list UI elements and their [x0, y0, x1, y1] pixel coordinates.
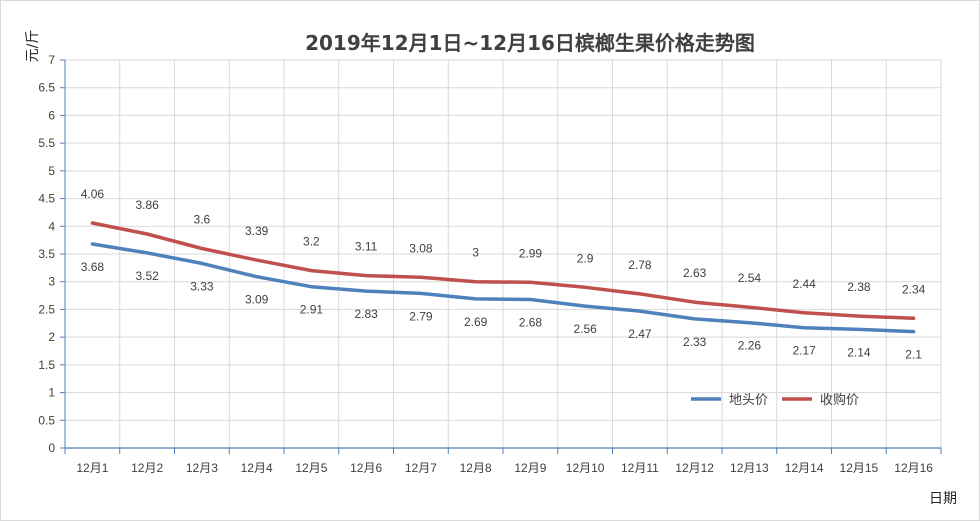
data-label-series-2: 2.63 — [683, 266, 707, 280]
x-tick-label: 12月1 — [76, 461, 108, 475]
y-tick-label: 0.5 — [38, 413, 55, 427]
data-label-series-2: 3 — [472, 246, 479, 260]
y-tick-label: 4 — [48, 219, 55, 233]
series-lines — [90, 221, 916, 334]
y-tick-label: 3 — [48, 275, 55, 289]
x-tick-label: 12月9 — [514, 461, 546, 475]
data-label-series-2: 3.08 — [409, 241, 433, 255]
data-label-series-2: 2.99 — [519, 246, 543, 260]
legend-label-series-2: 收购价 — [820, 392, 859, 408]
series-line-1 — [90, 242, 916, 334]
data-label-series-1: 2.91 — [300, 303, 324, 317]
y-tick-label: 3.5 — [38, 247, 55, 261]
y-tick-label: 5 — [48, 164, 55, 178]
data-label-series-1: 2.1 — [905, 348, 922, 362]
gridlines — [64, 59, 942, 448]
data-label-series-2: 3.86 — [135, 198, 159, 212]
y-tick-label: 0 — [48, 441, 55, 455]
data-label-series-1: 2.26 — [738, 339, 762, 353]
data-label-series-1: 3.52 — [135, 269, 159, 283]
data-label-series-2: 4.06 — [81, 187, 105, 201]
y-tick-label: 2 — [48, 330, 55, 344]
data-label-series-2: 2.44 — [792, 277, 816, 291]
x-tick-label: 12月12 — [675, 461, 714, 475]
data-label-series-2: 2.54 — [738, 271, 762, 285]
data-label-series-1: 2.14 — [847, 345, 871, 359]
data-label-series-1: 2.68 — [519, 315, 543, 329]
data-label-series-1: 2.17 — [792, 344, 816, 358]
x-tick-label: 12月2 — [131, 461, 163, 475]
legend: 地头价 收购价 — [691, 392, 859, 408]
data-label-series-2: 2.9 — [577, 251, 594, 265]
data-label-series-1: 3.33 — [190, 279, 214, 293]
y-tick-label: 4.5 — [38, 192, 55, 206]
x-tick-label: 12月7 — [405, 461, 437, 475]
legend-label-series-1: 地头价 — [729, 393, 768, 408]
data-label-series-1: 2.56 — [573, 322, 597, 336]
x-tick-label: 12月15 — [840, 461, 879, 475]
data-labels: 3.68 3.52 3.33 3.09 2.91 2.83 2.79 2.69 2.68 2.56… — [81, 187, 926, 362]
x-tick-label: 12月16 — [894, 461, 933, 475]
x-tick-label: 12月5 — [295, 461, 327, 475]
x-tick-label: 12月4 — [241, 461, 273, 475]
data-label-series-1: 2.79 — [409, 309, 433, 323]
data-label-series-2: 3.6 — [194, 212, 211, 226]
data-label-series-2: 3.11 — [355, 240, 378, 254]
data-label-series-2: 2.34 — [902, 282, 926, 296]
data-label-series-1: 2.69 — [464, 315, 488, 329]
y-tick-label: 1 — [48, 386, 55, 400]
y-tick-label: 6 — [48, 108, 55, 122]
x-tick-label: 12月8 — [460, 461, 492, 475]
data-label-series-2: 2.38 — [847, 280, 871, 294]
y-tick-label: 5.5 — [38, 136, 55, 150]
x-axis-title: 日期 — [929, 491, 957, 507]
x-tick-label: 12月11 — [621, 461, 659, 475]
axes: 0 0.5 1 1.5 2 2.5 3 3.5 4 4.5 5 5.5 6 6.5 7 12月1 12月2 12月… — [38, 53, 942, 475]
data-label-series-1: 3.68 — [81, 260, 105, 274]
data-label-series-2: 2.78 — [628, 258, 652, 272]
x-tick-label: 12月3 — [186, 461, 218, 475]
data-label-series-1: 2.83 — [354, 307, 378, 321]
data-label-series-1: 2.47 — [628, 327, 652, 341]
data-label-series-1: 3.09 — [245, 293, 269, 307]
x-tick-label: 12月6 — [350, 461, 382, 475]
y-tick-label: 2.5 — [38, 302, 55, 316]
y-tick-label: 7 — [48, 53, 55, 67]
x-tick-label: 12月13 — [730, 461, 769, 475]
y-tick-label: 6.5 — [38, 81, 55, 95]
x-tick-label: 12月10 — [566, 461, 605, 475]
chart-title: 2019年12月1日~12月16日槟榔生果价格走势图 — [305, 31, 755, 55]
y-tick-label: 1.5 — [38, 358, 55, 372]
series-line-2 — [90, 221, 916, 321]
x-tick-label: 12月14 — [785, 461, 824, 475]
y-axis-title: 元/斤 — [25, 30, 41, 63]
data-label-series-2: 3.2 — [303, 235, 320, 249]
data-label-series-1: 2.33 — [683, 335, 707, 349]
data-label-series-2: 3.39 — [245, 224, 269, 238]
